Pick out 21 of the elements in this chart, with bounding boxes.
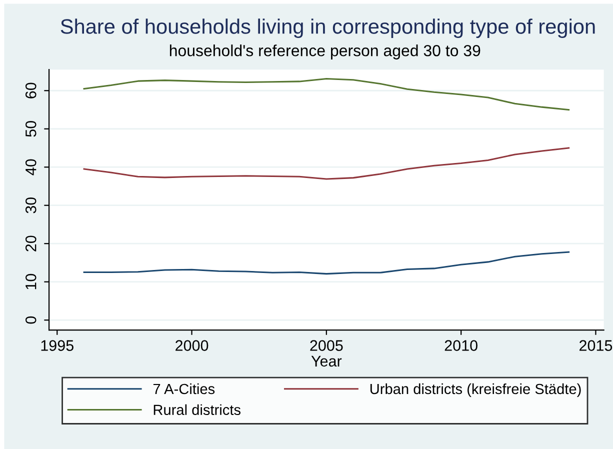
y-tick-label: 50	[25, 120, 36, 137]
x-tick-label: 1995	[41, 340, 74, 351]
x-tick-label: 2005	[310, 340, 343, 351]
x-axis-title: Year	[311, 356, 342, 367]
line-series	[83, 78, 570, 111]
y-tick-label: 30	[25, 197, 36, 214]
y-tick-label: 10	[25, 274, 36, 290]
x-tick-label: 2010	[444, 340, 478, 351]
y-tick-label: 20	[25, 236, 36, 252]
line-series	[83, 147, 570, 180]
legend-label: 7 A-Cities	[153, 383, 215, 394]
line-series	[83, 251, 570, 275]
legend-label: Urban districts (kreisfreie Städte)	[370, 383, 581, 398]
y-tick-label: 40	[25, 159, 36, 176]
y-tick-label: 0	[25, 316, 36, 324]
chart-subtitle: household's reference person aged 30 to 39	[170, 44, 480, 60]
legend-label: Rural districts	[154, 404, 240, 416]
x-tick-label: 2015	[580, 340, 612, 351]
y-tick-label: 60	[25, 82, 36, 98]
x-tick-label: 2000	[176, 340, 208, 351]
chart-title: Share of households living in corresponding type of region	[60, 18, 595, 38]
